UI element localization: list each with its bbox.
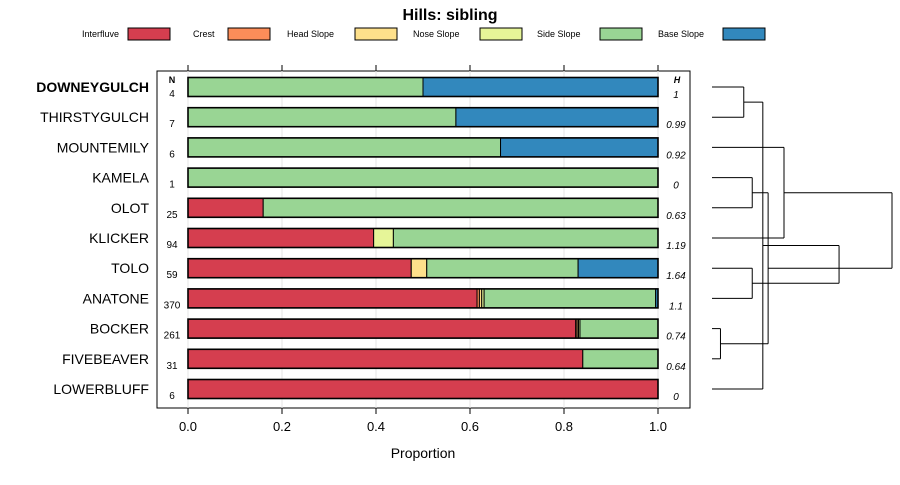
x-axis: 0.0 0.2 0.4 0.6 0.8 1.0 [179, 65, 667, 434]
n-value: 7 [169, 119, 175, 130]
h-value: 0 [673, 392, 679, 403]
n-column-header: N [169, 75, 176, 85]
legend-label: Crest [193, 29, 215, 39]
legend-swatch [479, 27, 523, 41]
bar-segment [187, 137, 502, 158]
bar-outline [187, 167, 659, 188]
bar-outline [187, 318, 659, 339]
legend-label: Base Slope [658, 29, 704, 39]
legend-swatch [599, 27, 643, 41]
legend-label: Head Slope [287, 29, 334, 39]
legend-swatch [722, 27, 766, 41]
row-labels: DOWNEYGULCH 4 1 THIRSTYGULCH 7 0.99 MOUNTEMILY… [36, 79, 686, 403]
bar-segment [187, 77, 424, 97]
bar-outline [187, 76, 659, 98]
bar-segment [426, 258, 579, 279]
n-value: 94 [166, 240, 178, 251]
legend-swatch [227, 27, 271, 41]
bar-segment [582, 348, 659, 369]
bar-outline [187, 197, 659, 219]
h-value: 1.64 [666, 271, 686, 282]
n-value: 1 [169, 180, 175, 191]
h-value: 0 [673, 181, 679, 192]
row-label: MOUNTEMILY [57, 139, 150, 155]
bar-segment [455, 107, 659, 128]
legend-label: Side Slope [537, 29, 581, 39]
row-label: DOWNEYGULCH [36, 79, 149, 95]
bar-segment [187, 379, 659, 399]
legend-label: Interfluve [82, 29, 119, 39]
row-label: TOLO [111, 260, 149, 276]
row-label: KAMELA [92, 170, 149, 186]
bar-outline [187, 227, 659, 249]
bar-outline [187, 137, 659, 158]
bar-segment [187, 167, 659, 188]
x-tick-label: 0.2 [273, 419, 291, 434]
bar-segment [500, 137, 659, 158]
x-axis-title: Proportion [391, 445, 456, 461]
legend-label: Nose Slope [413, 29, 460, 39]
row-label: THIRSTYGULCH [40, 109, 149, 125]
h-column-header: H [674, 75, 681, 85]
n-value: 4 [169, 89, 175, 100]
x-tick-label: 0.4 [367, 419, 385, 434]
bar-segment [187, 228, 375, 248]
x-tick-label: 0.0 [179, 419, 197, 434]
h-value: 1 [673, 90, 679, 101]
bar-segment [187, 197, 264, 218]
bar-outline [187, 288, 659, 309]
bar-segment [187, 107, 457, 128]
legend-swatch [354, 27, 398, 41]
bar-segment [373, 228, 394, 248]
x-tick-label: 0.6 [461, 419, 479, 434]
legend: Interfluve Crest Head Slope Nose Slope Side … [82, 27, 766, 41]
row-label: KLICKER [89, 230, 149, 246]
h-value: 1.1 [669, 301, 683, 312]
h-value: 0.63 [666, 211, 686, 222]
bar-segment [187, 288, 478, 309]
h-value: 0.64 [666, 362, 686, 373]
n-value: 6 [169, 391, 175, 402]
dendrogram [712, 86, 893, 390]
n-value: 31 [166, 361, 178, 372]
bar-segment [577, 258, 659, 279]
bar-segment [187, 348, 584, 369]
bar-outline [187, 378, 659, 400]
n-value: 261 [164, 331, 181, 342]
h-value: 1.19 [666, 241, 686, 252]
bar-segment [187, 318, 577, 339]
bar-outline [187, 106, 659, 128]
bar-outline [187, 348, 659, 370]
h-value: 0.74 [666, 332, 686, 343]
row-label: BOCKER [90, 321, 149, 337]
bar-segment [392, 228, 659, 248]
legend-swatch [127, 27, 171, 41]
plot-frame [156, 70, 691, 409]
row-label: FIVEBEAVER [62, 351, 149, 367]
chart-title: Hills: sibling [402, 7, 497, 24]
bar-segment [262, 197, 659, 218]
bar-outline [187, 257, 659, 279]
x-tick-label: 0.8 [555, 419, 573, 434]
bar-segment [410, 258, 428, 279]
bars [187, 76, 659, 400]
bar-segment [483, 288, 657, 309]
row-label: OLOT [111, 200, 150, 216]
n-value: 370 [164, 300, 181, 311]
h-value: 0.92 [666, 150, 686, 161]
bar-segment [422, 77, 659, 97]
h-value: 0.99 [666, 120, 686, 131]
bar-segment [579, 318, 659, 339]
row-label: LOWERBLUFF [53, 381, 149, 397]
x-tick-label: 1.0 [649, 419, 667, 434]
row-label: ANATONE [83, 290, 149, 306]
bar-segment [187, 258, 412, 279]
n-value: 25 [166, 210, 178, 221]
n-value: 59 [166, 270, 178, 281]
n-value: 6 [169, 149, 175, 160]
